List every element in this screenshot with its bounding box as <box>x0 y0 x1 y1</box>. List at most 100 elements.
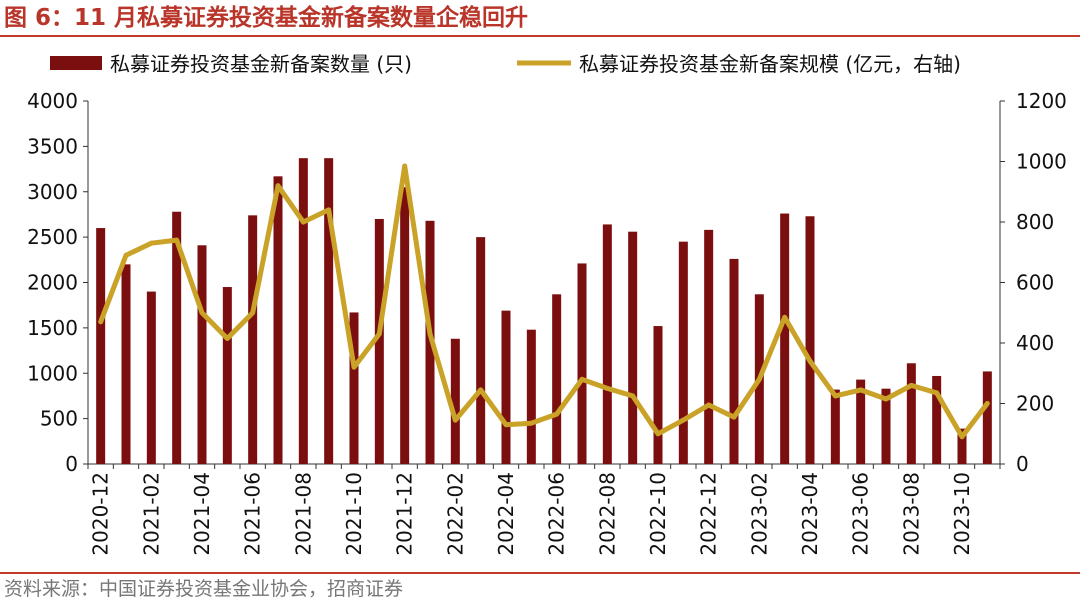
line-point <box>275 183 281 189</box>
left-tick-label: 2500 <box>27 225 78 249</box>
line-point <box>199 310 205 316</box>
line-point <box>174 237 180 243</box>
bar <box>248 215 258 464</box>
legend-bar-label: 私募证券投资基金新备案数量 (只) <box>110 52 412 76</box>
line-point <box>528 420 534 426</box>
right-tick-label: 1200 <box>1016 89 1067 113</box>
line-point <box>326 207 332 213</box>
line-point <box>908 382 914 388</box>
x-tick-label: 2023-10 <box>950 472 974 556</box>
x-tick-label: 2022-06 <box>545 472 569 556</box>
line-point <box>98 319 104 325</box>
line-point <box>630 393 636 399</box>
line-point <box>376 331 382 337</box>
x-tick-label: 2023-06 <box>849 472 873 556</box>
left-tick-label: 0 <box>65 452 78 476</box>
line-point <box>452 417 458 423</box>
line-point <box>832 393 838 399</box>
x-tick-label: 2021-10 <box>342 472 366 556</box>
line-point <box>224 336 230 341</box>
bar <box>197 245 207 464</box>
x-tick-label: 2021-06 <box>241 472 265 556</box>
bar <box>830 389 840 464</box>
bar <box>222 287 232 464</box>
bar <box>729 258 739 464</box>
bar <box>653 326 663 464</box>
source-divider <box>0 572 1080 574</box>
bar <box>552 294 562 464</box>
line-point <box>934 390 940 396</box>
line-point <box>351 364 357 370</box>
bar <box>628 231 638 464</box>
line-point <box>959 434 965 440</box>
line-point <box>554 411 560 417</box>
bar <box>602 224 612 464</box>
x-tick-label: 2022-08 <box>595 472 619 556</box>
x-tick-label: 2021-02 <box>139 472 163 556</box>
left-tick-label: 1500 <box>27 316 78 340</box>
line-point <box>427 331 433 337</box>
bar <box>96 228 106 464</box>
bar <box>577 263 587 464</box>
line-point <box>123 252 129 258</box>
right-tick-label: 600 <box>1016 271 1054 295</box>
bar <box>324 158 334 465</box>
title-divider <box>0 35 1080 37</box>
bar <box>780 213 790 464</box>
x-tick-label: 2023-02 <box>747 472 771 556</box>
bar <box>856 379 866 464</box>
left-tick-label: 500 <box>40 407 78 431</box>
bar <box>906 363 916 464</box>
bar <box>704 229 714 464</box>
line-point <box>731 414 737 420</box>
line-point <box>250 310 256 316</box>
right-tick-label: 800 <box>1016 210 1054 234</box>
x-tick-label: 2022-02 <box>443 472 467 556</box>
source-note: 资料来源：中国证券投资基金业协会，招商证券 <box>4 578 404 600</box>
bar <box>678 241 688 464</box>
axes: 0 500 1000 1500 2000 2500 3000 3500 4000 0 200 400 6… <box>27 89 1067 556</box>
bar <box>146 291 156 464</box>
x-tick-label: 2023-04 <box>798 472 822 556</box>
x-tick-label: 2021-04 <box>190 472 214 556</box>
bar <box>273 176 283 464</box>
x-tick-label: 2021-08 <box>291 472 315 556</box>
line-point <box>148 240 154 246</box>
bar <box>881 388 891 464</box>
bar <box>400 187 410 464</box>
left-tick-label: 4000 <box>27 89 78 113</box>
line-path <box>98 163 990 440</box>
line-point <box>402 163 408 169</box>
line-point <box>756 376 762 382</box>
chart-area: 私募证券投资基金新备案数量 (只) 私募证券投资基金新备案规模 (亿元，右轴) … <box>27 52 1067 556</box>
line-point <box>706 402 712 408</box>
left-tick-label: 3500 <box>27 134 78 158</box>
line-point <box>604 385 610 391</box>
bar <box>121 264 131 464</box>
legend: 私募证券投资基金新备案数量 (只) 私募证券投资基金新备案规模 (亿元，右轴) <box>50 52 961 76</box>
bar <box>805 216 815 464</box>
line-point <box>680 417 686 423</box>
bar-series <box>96 158 992 465</box>
line-point <box>300 219 306 225</box>
bar <box>982 371 992 464</box>
left-tick-label: 3000 <box>27 180 78 204</box>
line-point <box>782 314 788 320</box>
x-tick-label: 2022-10 <box>646 472 670 556</box>
x-tick-label: 2022-12 <box>697 472 721 556</box>
right-tick-label: 400 <box>1016 331 1054 355</box>
legend-line-label: 私募证券投资基金新备案规模 (亿元，右轴) <box>579 52 961 76</box>
left-tick-label: 2000 <box>27 271 78 295</box>
line-point <box>984 401 990 406</box>
bar <box>349 312 359 464</box>
bar <box>526 329 536 464</box>
line-point <box>579 376 585 382</box>
right-tick-label: 200 <box>1016 392 1054 416</box>
right-tick-label: 1000 <box>1016 150 1067 174</box>
bar <box>450 338 460 464</box>
figure-title: 图 6：11 月私募证券投资基金新备案数量企稳回升 <box>4 5 529 31</box>
bar <box>172 211 182 464</box>
line-point <box>807 358 813 364</box>
line-point <box>655 431 661 437</box>
x-tick-label: 2023-08 <box>899 472 923 556</box>
